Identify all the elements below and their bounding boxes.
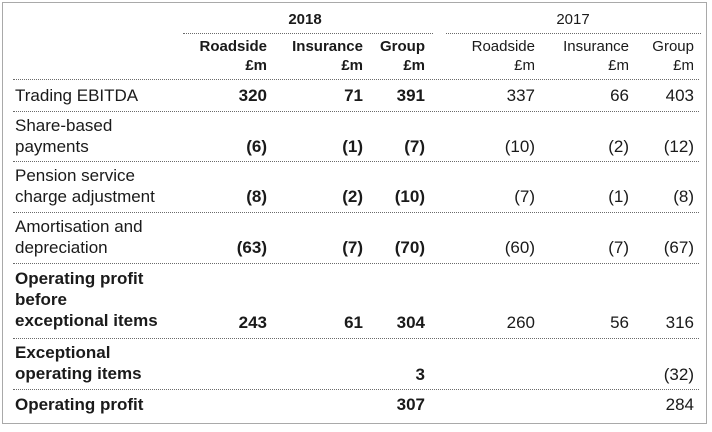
cell-group-2018: (10) bbox=[394, 187, 425, 206]
cell-roadside-2017: (60) bbox=[504, 238, 535, 257]
row-label-share-based-payments: Share-based payments bbox=[15, 116, 113, 156]
col-header-name: Group bbox=[380, 38, 425, 55]
col-header-insurance-2017: Insurance £m bbox=[543, 37, 629, 75]
year-2017-header: 2017 bbox=[556, 11, 590, 28]
row-label-trading-ebitda: Trading EBITDA bbox=[15, 86, 139, 105]
cell-roadside-2017: (10) bbox=[504, 137, 535, 156]
cell-insurance-2017: 66 bbox=[610, 86, 629, 105]
cell-group-2018: 307 bbox=[396, 395, 425, 414]
col-header-roadside-2018: Roadside £m bbox=[185, 37, 267, 75]
col-header-name: Group bbox=[652, 38, 694, 55]
cell-group-2017: 403 bbox=[665, 86, 694, 105]
cell-group-2017: 316 bbox=[665, 313, 694, 332]
col-header-unit: £m bbox=[403, 57, 425, 74]
row-divider bbox=[13, 263, 699, 264]
cell-group-2018: (70) bbox=[394, 238, 425, 257]
col-header-name: Roadside bbox=[199, 38, 267, 55]
cell-insurance-2018: (1) bbox=[342, 137, 363, 156]
col-header-insurance-2018: Insurance £m bbox=[275, 37, 363, 75]
row-label-exceptional-operating-items: Exceptional operating items bbox=[15, 343, 142, 383]
row-label-operating-profit-before-exceptional: Operating profit before exceptional item… bbox=[15, 269, 158, 330]
cell-roadside-2017: (7) bbox=[514, 187, 535, 206]
cell-group-2017: (32) bbox=[663, 365, 694, 384]
col-header-unit: £m bbox=[673, 57, 694, 74]
cell-group-2017: (67) bbox=[663, 238, 694, 257]
header-bottom-divider bbox=[13, 79, 699, 80]
col-header-roadside-2017: Roadside £m bbox=[451, 37, 535, 75]
col-header-name: Insurance bbox=[292, 38, 363, 55]
year-2018-header: 2018 bbox=[288, 11, 322, 28]
cell-group-2018: 391 bbox=[396, 86, 425, 105]
cell-group-2017: (12) bbox=[663, 137, 694, 156]
row-label-amortisation-depreciation: Amortisation and depreciation bbox=[15, 217, 143, 257]
financial-table: 2018 2017 Roadside £m Insurance £m Group… bbox=[2, 2, 707, 424]
cell-roadside-2018: (63) bbox=[236, 238, 267, 257]
cell-group-2018: 3 bbox=[415, 365, 425, 384]
col-header-unit: £m bbox=[245, 57, 267, 74]
row-divider bbox=[13, 338, 699, 339]
col-header-group-2018: Group £m bbox=[367, 37, 425, 75]
cell-insurance-2018: (7) bbox=[342, 238, 363, 257]
cell-insurance-2018: 71 bbox=[344, 86, 363, 105]
cell-insurance-2017: (2) bbox=[608, 137, 629, 156]
cell-roadside-2017: 260 bbox=[506, 313, 535, 332]
cell-insurance-2017: (1) bbox=[608, 187, 629, 206]
row-divider bbox=[13, 111, 699, 112]
col-header-unit: £m bbox=[341, 57, 363, 74]
row-divider bbox=[13, 212, 699, 213]
col-header-unit: £m bbox=[514, 57, 535, 74]
cell-group-2017: (8) bbox=[673, 187, 694, 206]
row-label-operating-profit: Operating profit bbox=[15, 395, 144, 414]
col-header-group-2017: Group £m bbox=[639, 37, 694, 75]
cell-insurance-2018: (2) bbox=[342, 187, 363, 206]
cell-insurance-2017: 56 bbox=[610, 313, 629, 332]
col-header-unit: £m bbox=[608, 57, 629, 74]
cell-group-2017: 284 bbox=[665, 395, 694, 414]
row-divider bbox=[13, 161, 699, 162]
row-label-pension-service-charge: Pension service charge adjustment bbox=[15, 166, 155, 206]
row-divider bbox=[13, 389, 699, 390]
header-divider-2017 bbox=[446, 33, 701, 34]
cell-roadside-2018: 243 bbox=[238, 313, 267, 332]
cell-roadside-2018: (6) bbox=[246, 137, 267, 156]
col-header-name: Roadside bbox=[471, 38, 535, 55]
cell-insurance-2018: 61 bbox=[344, 313, 363, 332]
cell-roadside-2018: 320 bbox=[238, 86, 267, 105]
col-header-name: Insurance bbox=[563, 38, 629, 55]
cell-group-2018: 304 bbox=[396, 313, 425, 332]
header-divider-2018 bbox=[183, 33, 433, 34]
cell-roadside-2018: (8) bbox=[246, 187, 267, 206]
cell-insurance-2017: (7) bbox=[608, 238, 629, 257]
cell-roadside-2017: 337 bbox=[506, 86, 535, 105]
cell-group-2018: (7) bbox=[404, 137, 425, 156]
